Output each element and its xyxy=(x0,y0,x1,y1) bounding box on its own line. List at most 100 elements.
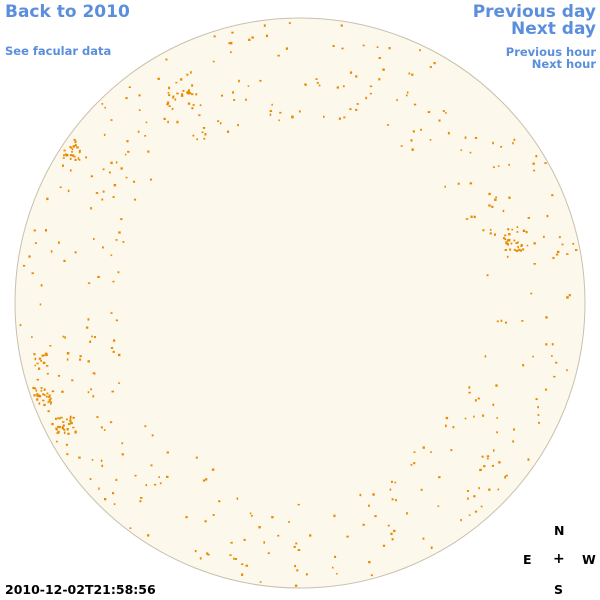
facula-speck xyxy=(237,124,239,127)
facula-speck xyxy=(394,481,397,484)
facula-speck xyxy=(479,469,481,472)
facula-speck xyxy=(544,388,548,391)
next-hour-link[interactable]: Next hour xyxy=(531,57,596,71)
facula-speck xyxy=(309,534,312,537)
facula-speck xyxy=(49,345,52,347)
next-day-link[interactable]: Next day xyxy=(511,19,596,39)
facula-speck xyxy=(50,401,52,404)
facula-speck xyxy=(69,157,72,160)
back-to-year-link[interactable]: Back to 2010 xyxy=(5,2,130,22)
facula-speck xyxy=(91,459,94,461)
facula-speck xyxy=(187,102,191,105)
facula-speck xyxy=(69,419,72,422)
previous-hour-link[interactable]: Previous hour xyxy=(505,45,596,59)
facula-speck xyxy=(198,114,201,117)
facula-speck xyxy=(391,538,394,541)
facula-speck xyxy=(118,231,121,234)
facula-speck xyxy=(113,339,116,342)
facula-speck xyxy=(65,154,68,157)
facula-speck xyxy=(43,388,46,391)
facula-speck xyxy=(340,24,343,27)
facula-speck xyxy=(545,316,548,319)
facula-speck xyxy=(61,425,64,429)
facula-speck xyxy=(171,107,174,110)
facula-speck xyxy=(63,149,66,152)
see-facular-data-link[interactable]: See facular data xyxy=(5,44,112,58)
facula-speck xyxy=(551,355,553,357)
facula-speck xyxy=(74,158,77,161)
facula-speck xyxy=(355,108,358,111)
facula-speck xyxy=(166,451,169,454)
facula-speck xyxy=(241,573,244,576)
facula-speck xyxy=(100,426,103,429)
facula-speck xyxy=(31,272,34,275)
facula-speck xyxy=(555,253,559,256)
facula-speck xyxy=(522,229,526,232)
facula-speck xyxy=(38,394,40,396)
facula-speck xyxy=(103,133,106,136)
facula-speck xyxy=(187,91,190,93)
facula-speck xyxy=(19,324,22,327)
facula-speck xyxy=(533,263,536,265)
facula-speck xyxy=(544,162,547,164)
facula-speck xyxy=(85,326,88,329)
facula-speck xyxy=(406,91,409,94)
facula-speck xyxy=(51,423,54,426)
facula-speck xyxy=(388,47,391,50)
facula-speck xyxy=(74,430,77,433)
facula-speck xyxy=(118,353,121,357)
facula-speck xyxy=(174,98,177,101)
facula-speck xyxy=(66,358,69,361)
facula-speck xyxy=(69,169,72,172)
facula-speck xyxy=(271,103,273,106)
facula-speck xyxy=(506,243,509,246)
facula-speck xyxy=(145,484,148,487)
facula-speck xyxy=(245,564,248,567)
facula-speck xyxy=(374,515,377,518)
facula-speck xyxy=(241,563,244,565)
facula-speck xyxy=(43,394,46,396)
facula-speck xyxy=(217,120,220,122)
facula-speck xyxy=(212,60,215,63)
facula-speck xyxy=(410,139,413,142)
facula-speck xyxy=(92,395,95,398)
facula-speck xyxy=(488,488,491,491)
facula-speck xyxy=(87,360,90,363)
facula-speck xyxy=(57,425,60,428)
facula-speck xyxy=(492,141,494,145)
facula-speck xyxy=(230,541,233,544)
facula-speck xyxy=(306,573,308,576)
facula-speck xyxy=(50,397,52,400)
facula-speck xyxy=(124,153,127,156)
facula-speck xyxy=(115,239,118,241)
facula-speck xyxy=(442,110,445,112)
facula-speck xyxy=(38,402,41,405)
facula-speck xyxy=(144,135,147,137)
facula-speck xyxy=(159,482,162,485)
facula-speck xyxy=(488,204,491,207)
facula-speck xyxy=(71,379,74,382)
compass-south-label: S xyxy=(554,582,564,597)
facula-speck xyxy=(63,428,66,431)
facula-speck xyxy=(495,196,497,199)
facula-speck xyxy=(468,386,471,389)
facula-speck xyxy=(482,229,485,232)
facula-speck xyxy=(113,184,117,187)
facula-speck xyxy=(89,340,92,343)
facula-speck xyxy=(204,520,207,523)
facula-speck xyxy=(277,54,280,57)
facula-speck xyxy=(506,255,509,258)
facula-speck xyxy=(390,532,393,536)
facula-speck xyxy=(57,430,60,434)
facula-speck xyxy=(201,131,204,134)
previous-day-link[interactable]: Previous day xyxy=(472,2,596,22)
facula-speck xyxy=(101,464,104,467)
facula-speck xyxy=(460,519,462,522)
compass-center-marker: + xyxy=(553,551,565,567)
facula-speck xyxy=(332,566,334,569)
facula-speck xyxy=(293,545,296,548)
facula-speck xyxy=(515,242,518,244)
facula-speck xyxy=(36,393,39,396)
facula-speck xyxy=(520,244,523,247)
facula-speck xyxy=(370,574,373,577)
